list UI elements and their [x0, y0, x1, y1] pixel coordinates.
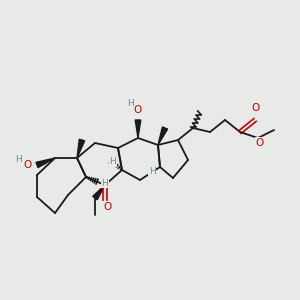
- Text: O: O: [104, 202, 112, 212]
- Text: O: O: [251, 103, 259, 113]
- Text: O: O: [256, 138, 264, 148]
- Polygon shape: [135, 120, 141, 138]
- Text: H: H: [127, 100, 134, 109]
- Polygon shape: [93, 185, 105, 200]
- Text: H: H: [148, 167, 155, 176]
- Polygon shape: [158, 127, 168, 145]
- Text: H: H: [16, 155, 22, 164]
- Text: H: H: [102, 178, 108, 188]
- Polygon shape: [77, 139, 85, 158]
- Text: H: H: [110, 158, 116, 166]
- Text: O: O: [24, 160, 32, 170]
- Text: O: O: [134, 105, 142, 115]
- Polygon shape: [36, 158, 55, 168]
